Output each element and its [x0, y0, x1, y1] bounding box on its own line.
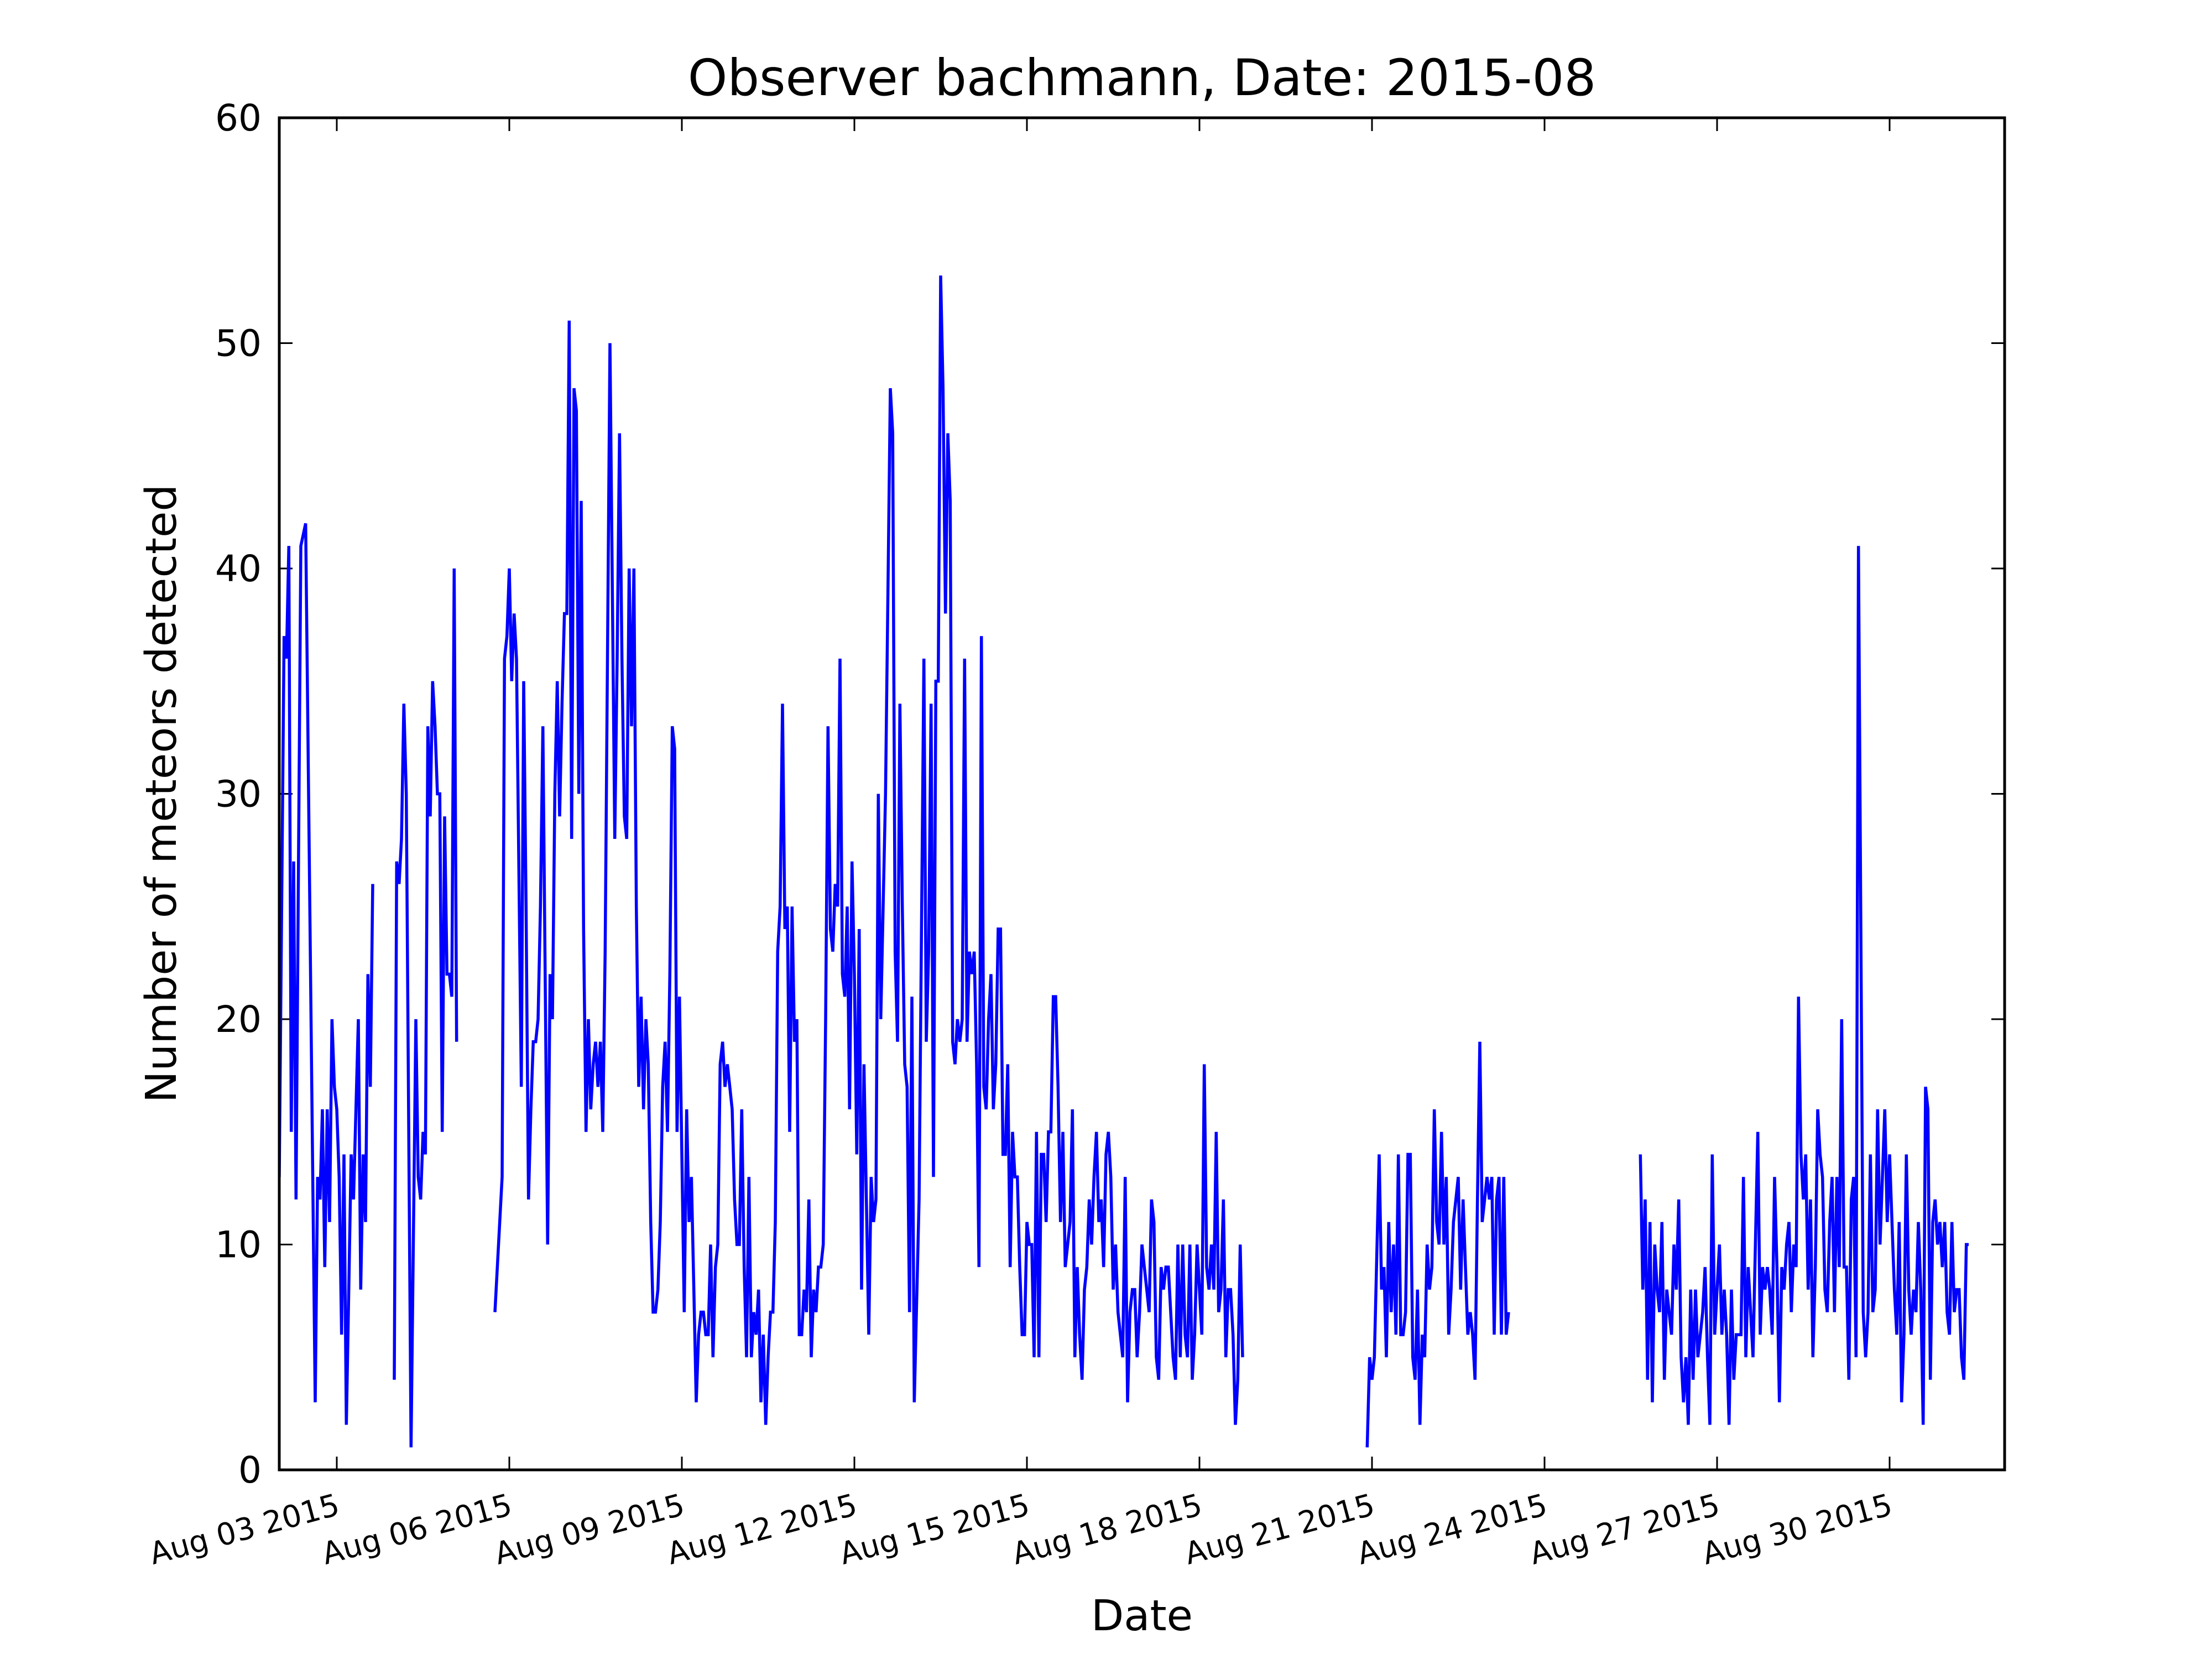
y-ticks: 0 10 20 30 40 50 60: [215, 97, 2005, 1491]
plot-frame: [278, 116, 2006, 1472]
y-tick-label: 50: [215, 322, 262, 365]
x-axis-label: Date: [1091, 1592, 1193, 1641]
y-tick-label: 60: [215, 97, 262, 139]
chart-title: Observer bachmann, Date: 2015-08: [688, 49, 1597, 107]
y-axis-label: Number of meteors detected: [137, 484, 186, 1103]
series-line: [1365, 1041, 1510, 1448]
series-line: [1639, 546, 1969, 1425]
series-line: [393, 568, 458, 1448]
y-tick-label: 10: [215, 1224, 262, 1266]
series-line: [279, 523, 374, 1425]
series-line: [493, 275, 1244, 1425]
y-tick-label: 40: [215, 547, 262, 590]
y-tick-label: 0: [238, 1449, 262, 1491]
y-tick-label: 30: [215, 773, 262, 816]
series-lines: [279, 275, 1969, 1448]
y-tick-label: 20: [215, 998, 262, 1041]
